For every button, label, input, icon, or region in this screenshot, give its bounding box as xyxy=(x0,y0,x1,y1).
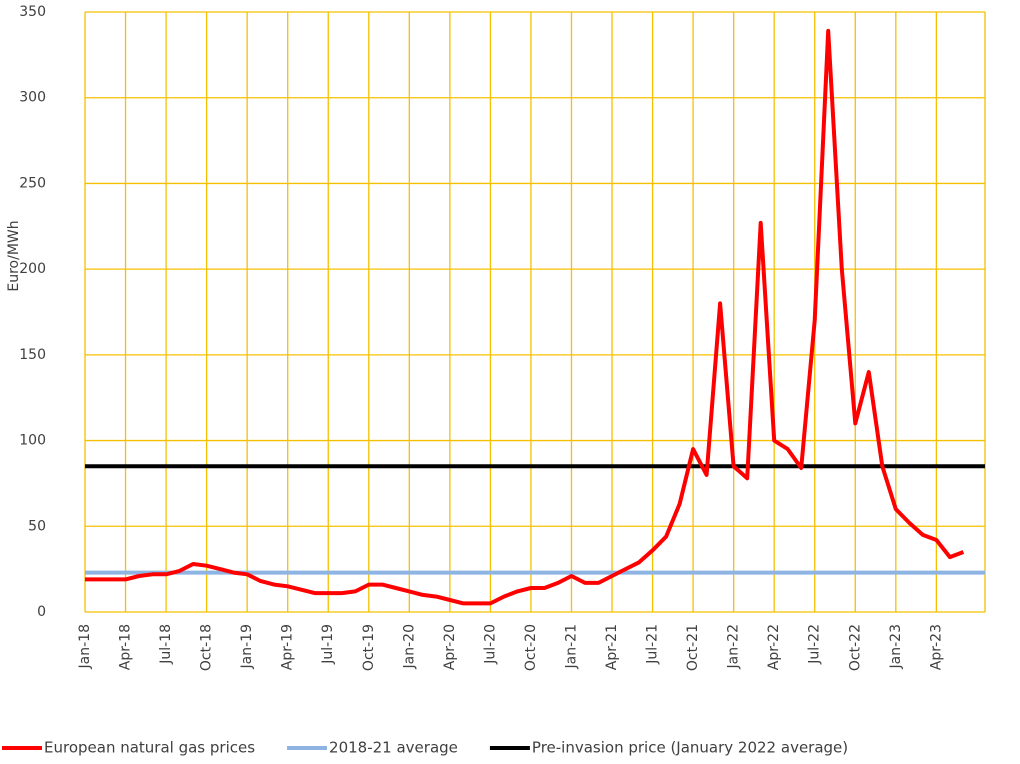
x-tick-label: Jan-20 xyxy=(401,624,417,669)
x-tick-label: Apr-18 xyxy=(118,624,134,670)
x-tick-label: Apr-19 xyxy=(280,624,296,670)
legend-label: 2018-21 average xyxy=(329,739,458,757)
data-line xyxy=(85,28,965,606)
x-tick-label: Oct-22 xyxy=(847,624,863,671)
y-tick-label: 100 xyxy=(19,433,46,449)
x-tick-label: Jan-19 xyxy=(239,624,255,669)
x-tick-label: Jan-18 xyxy=(77,624,93,669)
x-tick-label: Oct-19 xyxy=(361,624,377,671)
x-tick-label: Oct-21 xyxy=(685,624,701,671)
x-tick-label: Jan-23 xyxy=(888,624,904,669)
y-tick-label: 150 xyxy=(19,347,46,363)
x-tick-label: Jan-22 xyxy=(726,624,742,669)
y-tick-label: 0 xyxy=(37,604,46,620)
x-tick-label: Jul-18 xyxy=(158,624,174,665)
x-tick-label: Apr-23 xyxy=(928,624,944,670)
y-tick-label: 200 xyxy=(19,261,46,277)
x-tick-label: Jul-20 xyxy=(482,624,498,665)
x-tick-label: Jul-19 xyxy=(320,624,336,665)
legend-label: Pre-invasion price (January 2022 average… xyxy=(532,739,848,757)
y-tick-label: 350 xyxy=(19,4,46,20)
x-tick-label: Apr-22 xyxy=(766,624,782,670)
legend-label: European natural gas prices xyxy=(44,739,255,757)
x-tick-label: Jan-21 xyxy=(563,624,579,669)
y-tick-label: 250 xyxy=(19,175,46,191)
x-tick-label: Oct-20 xyxy=(523,624,539,671)
x-tick-label: Apr-21 xyxy=(604,624,620,670)
x-tick-label: Jul-21 xyxy=(645,624,661,665)
y-tick-label: 50 xyxy=(28,518,46,534)
x-tick-label: Oct-18 xyxy=(199,624,215,671)
x-tick-label: Apr-20 xyxy=(442,624,458,670)
y-axis-title: Euro/MWh xyxy=(6,220,22,291)
x-tick-label: Jul-22 xyxy=(807,624,823,665)
y-tick-label: 300 xyxy=(19,90,46,106)
